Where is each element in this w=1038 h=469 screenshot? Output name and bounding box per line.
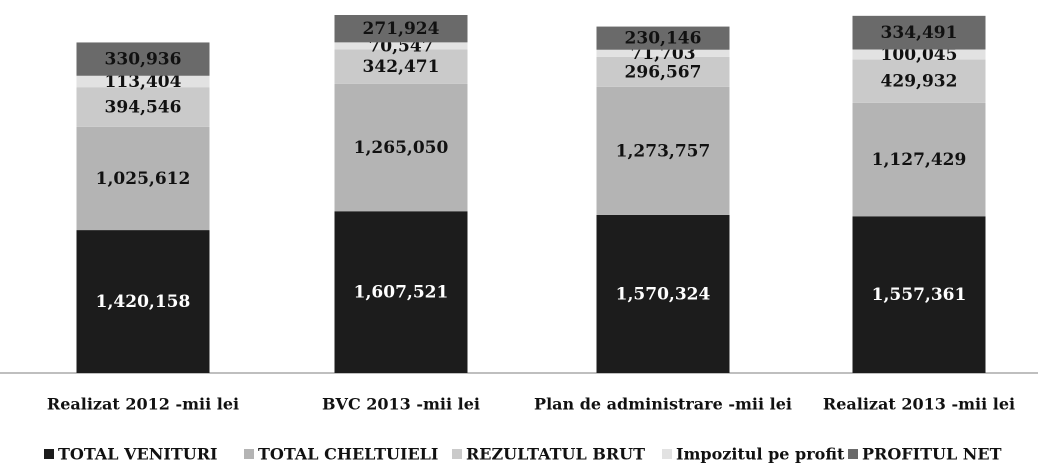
bar-segment [596,26,730,50]
value-label: 334,491 [881,23,958,43]
value-label: 1,273,757 [616,141,711,161]
value-label: 296,567 [625,62,702,82]
bar-segment [852,49,986,60]
legend-label: PROFITUL NET [862,445,1002,464]
bar-segment [596,49,730,57]
value-label: 429,932 [881,72,958,92]
bar-segment [334,83,468,212]
legend-label: REZULTATUL BRUT [466,445,645,464]
bar-segment [852,216,986,373]
bar-segment [596,214,730,373]
legend-swatch [244,449,254,459]
value-label: 230,146 [625,29,702,49]
value-label: 100,045 [881,45,958,65]
bar-segment [334,15,468,43]
x-tick-label: Realizat 2012 -mii lei [47,395,239,414]
legend-swatch [452,449,462,459]
value-label: 1,127,429 [872,150,967,170]
value-label: 394,546 [105,98,182,118]
legend-swatch [44,449,54,459]
value-label: 271,924 [363,19,440,39]
x-tick-label: Realizat 2013 -mii lei [823,395,1015,414]
value-label: 330,936 [105,50,182,70]
value-label: 1,265,050 [354,138,449,158]
bar-segment [596,56,730,87]
value-label: 1,570,324 [616,284,711,304]
legend-label: TOTAL VENITURI [58,445,217,464]
bar-segment [334,49,468,84]
legend-label: TOTAL CHELTUIELI [258,445,438,464]
bar-segment [76,87,210,127]
bar-segment [334,211,468,373]
bar-segment [852,59,986,103]
x-tick-label: Plan de administrare -mii lei [534,395,792,414]
value-label: 1,607,521 [354,283,449,303]
legend-swatch [848,449,858,459]
legend-label: Impozitul pe profit [676,445,845,464]
bar-segment [596,86,730,215]
bar-segment [76,126,210,231]
x-tick-label: BVC 2013 -mii lei [322,395,480,414]
bar-segment [76,42,210,76]
bar-segment [852,102,986,217]
value-label: 342,471 [363,57,440,77]
value-label: 1,025,612 [96,169,191,189]
bar-segment [76,230,210,373]
bar-segment [334,42,468,50]
value-label: 1,557,361 [872,285,967,305]
legend-swatch [662,449,672,459]
bar-segment [852,15,986,50]
value-label: 113,404 [105,72,182,92]
value-label: 1,420,158 [96,292,191,312]
bar-segment [76,75,210,88]
